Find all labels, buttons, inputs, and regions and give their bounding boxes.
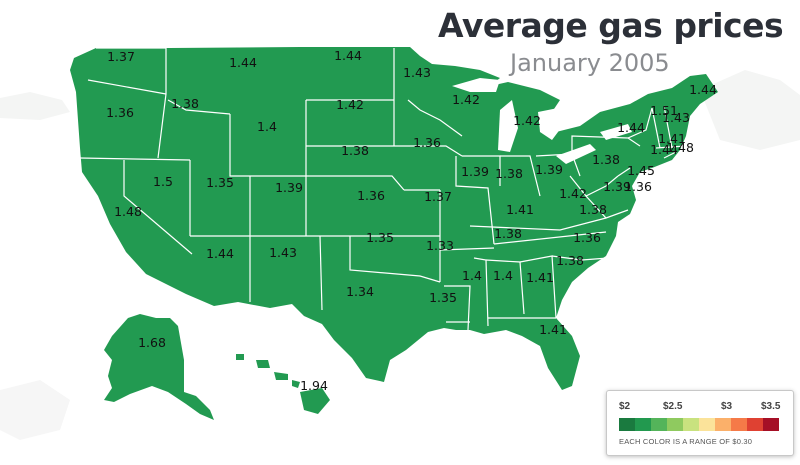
price-label-id: 1.38 bbox=[171, 96, 199, 111]
price-label-az: 1.44 bbox=[206, 246, 234, 261]
price-label-ks: 1.36 bbox=[357, 188, 385, 203]
legend-swatch bbox=[651, 418, 667, 431]
legend-swatch bbox=[715, 418, 731, 431]
legend-color-scale bbox=[619, 418, 779, 431]
price-label-wv: 1.42 bbox=[559, 186, 587, 201]
legend-tick: $3 bbox=[721, 401, 733, 412]
price-label-md: 1.39 bbox=[603, 179, 631, 194]
price-label-ms: 1.4 bbox=[462, 268, 482, 283]
price-label-ar: 1.33 bbox=[426, 238, 454, 253]
price-label-ne: 1.38 bbox=[341, 143, 369, 158]
price-label-nv: 1.5 bbox=[153, 174, 173, 189]
price-label-nh: 1.43 bbox=[662, 110, 690, 125]
lake-huron bbox=[538, 108, 564, 140]
background-landmass bbox=[0, 92, 70, 120]
page-title: Average gas prices bbox=[438, 6, 784, 45]
color-legend: $2 $2.5 $3 $3.5 EACH COLOR IS A RANGE OF… bbox=[606, 390, 794, 456]
price-label-hi: 1.94 bbox=[300, 378, 328, 393]
price-label-de: 1.36 bbox=[624, 179, 652, 194]
price-label-ky: 1.41 bbox=[506, 202, 534, 217]
state-borders bbox=[79, 47, 687, 331]
price-label-tx: 1.34 bbox=[346, 284, 374, 299]
background-landmass bbox=[0, 380, 70, 440]
price-label-ga: 1.41 bbox=[526, 270, 554, 285]
price-label-ak: 1.68 bbox=[138, 335, 166, 350]
price-label-ri: 1.48 bbox=[666, 140, 694, 155]
price-label-ca: 1.48 bbox=[114, 204, 142, 219]
legend-swatch bbox=[763, 418, 779, 431]
price-label-va: 1.38 bbox=[579, 202, 607, 217]
price-label-nc: 1.36 bbox=[573, 230, 601, 245]
price-label-wi: 1.42 bbox=[452, 92, 480, 107]
legend-swatch bbox=[619, 418, 635, 431]
price-label-ma: 1.41 bbox=[658, 131, 686, 146]
price-label-or: 1.36 bbox=[106, 105, 134, 120]
price-label-pa: 1.38 bbox=[592, 152, 620, 167]
price-label-ny: 1.44 bbox=[617, 120, 645, 135]
price-label-co: 1.39 bbox=[275, 180, 303, 195]
price-label-al: 1.4 bbox=[493, 268, 513, 283]
price-label-tn: 1.38 bbox=[494, 226, 522, 241]
price-label-ct: 1.44 bbox=[650, 142, 678, 157]
legend-swatch bbox=[667, 418, 683, 431]
price-label-nj: 1.45 bbox=[627, 163, 655, 178]
price-label-in: 1.38 bbox=[495, 166, 523, 181]
price-label-nd: 1.44 bbox=[334, 48, 362, 63]
legend-swatch bbox=[635, 418, 651, 431]
legend-swatch bbox=[731, 418, 747, 431]
legend-tick: $3.5 bbox=[761, 401, 781, 412]
price-label-ut: 1.35 bbox=[206, 175, 234, 190]
price-label-mo: 1.37 bbox=[424, 189, 452, 204]
page-subtitle: January 2005 bbox=[510, 49, 670, 77]
price-label-wy: 1.4 bbox=[257, 119, 277, 134]
background-landmass bbox=[700, 70, 800, 150]
price-label-ok: 1.35 bbox=[366, 230, 394, 245]
legend-swatch bbox=[683, 418, 699, 431]
price-label-ia: 1.36 bbox=[413, 135, 441, 150]
price-label-sc: 1.38 bbox=[556, 253, 584, 268]
legend-tick: $2.5 bbox=[663, 401, 683, 412]
price-label-wa: 1.37 bbox=[107, 49, 135, 64]
legend-swatch bbox=[699, 418, 715, 431]
price-label-mt: 1.44 bbox=[229, 55, 257, 70]
contiguous-us bbox=[70, 47, 718, 390]
legend-note: EACH COLOR IS A RANGE OF $0.30 bbox=[619, 437, 753, 446]
price-label-il: 1.39 bbox=[461, 164, 489, 179]
price-label-nm: 1.43 bbox=[269, 245, 297, 260]
lake-michigan bbox=[498, 100, 518, 152]
price-label-fl: 1.41 bbox=[539, 322, 567, 337]
alaska-shape bbox=[104, 314, 214, 420]
hawaii-shape bbox=[236, 354, 330, 414]
price-label-sd: 1.42 bbox=[336, 97, 364, 112]
lake-erie bbox=[556, 144, 596, 164]
legend-tick: $2 bbox=[619, 401, 631, 412]
lake-superior bbox=[452, 78, 500, 92]
price-label-vt: 1.51 bbox=[650, 103, 678, 118]
price-labels: 1.371.361.481.51.381.441.41.35 1.391.44 1.… bbox=[106, 48, 717, 393]
price-label-oh: 1.39 bbox=[535, 162, 563, 177]
price-label-la: 1.35 bbox=[429, 290, 457, 305]
price-label-me: 1.44 bbox=[689, 82, 717, 97]
price-label-mi: 1.42 bbox=[513, 113, 541, 128]
price-label-mn: 1.43 bbox=[403, 65, 431, 80]
lake-ontario bbox=[600, 124, 632, 140]
legend-swatch bbox=[747, 418, 763, 431]
